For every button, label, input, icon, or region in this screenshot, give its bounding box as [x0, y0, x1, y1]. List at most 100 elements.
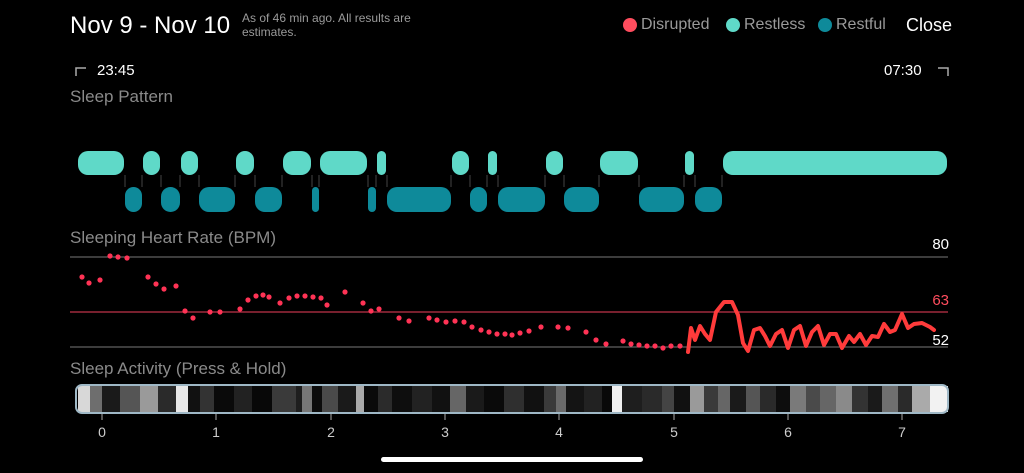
activity-strip [120, 386, 140, 412]
hr-dot [593, 337, 599, 343]
activity-bar-frame[interactable] [75, 384, 949, 414]
activity-strip [312, 386, 322, 412]
hr-dot [668, 343, 674, 349]
hr-dot [294, 293, 300, 299]
x-tick-label: 0 [98, 424, 106, 440]
hr-dot [217, 309, 223, 315]
hr-dot [161, 286, 167, 292]
legend-disrupted: Disrupted [623, 16, 709, 34]
activity-strip [140, 386, 158, 412]
activity-strip [776, 386, 790, 412]
activity-strip [662, 386, 674, 412]
activity-strip [322, 386, 338, 412]
start-time: 23:45 [97, 62, 135, 79]
activity-strip [642, 386, 662, 412]
activity-strip [524, 386, 544, 412]
restless-segment [546, 151, 563, 175]
restless-segment [723, 151, 947, 175]
hr-dot [124, 255, 130, 261]
hr-dot [79, 274, 85, 280]
activity-strip [930, 386, 948, 412]
hr-dot [406, 318, 412, 324]
disrupted-color-dot [623, 18, 637, 32]
activity-strip [450, 386, 466, 412]
hr-dot [620, 338, 626, 344]
hr-dot [636, 342, 642, 348]
activity-strip [760, 386, 776, 412]
hr-dot [368, 308, 374, 314]
restful-segment [255, 187, 282, 212]
hr-dot [426, 315, 432, 321]
activity-strip [566, 386, 584, 412]
activity-strip [556, 386, 566, 412]
restless-segment [236, 151, 254, 175]
hr-dot [565, 325, 571, 331]
hr-dot [173, 283, 179, 289]
activity-strip [690, 386, 704, 412]
end-bracket-icon [938, 67, 949, 76]
activity-strip [412, 386, 432, 412]
restless-segment [685, 151, 694, 175]
x-tick-label: 4 [555, 424, 563, 440]
activity-strip [898, 386, 912, 412]
activity-strip [356, 386, 364, 412]
activity-strip [432, 386, 450, 412]
x-tick-label: 6 [784, 424, 792, 440]
hr-dot [652, 343, 658, 349]
x-axis: 0 1 2 3 4 5 6 7 [98, 414, 906, 440]
hr-dot [517, 330, 523, 336]
activity-strip [504, 386, 524, 412]
hr-dot [324, 302, 330, 308]
close-button[interactable]: Close [906, 15, 953, 35]
hr-dot [266, 294, 272, 300]
activity-strip [704, 386, 718, 412]
hr-dot [97, 277, 103, 283]
restful-segment [387, 187, 451, 212]
activity-strip [364, 386, 378, 412]
activity-strips[interactable] [78, 386, 948, 412]
activity-strip [912, 386, 930, 412]
hr-dot [583, 329, 589, 335]
hr-dot [153, 281, 159, 287]
hr-dot [260, 292, 266, 298]
activity-strip [296, 386, 302, 412]
hr-dot [360, 300, 366, 306]
end-time: 07:30 [884, 62, 922, 79]
activity-strip [378, 386, 392, 412]
activity-strip [806, 386, 820, 412]
activity-strip [200, 386, 214, 412]
hr-dot [486, 329, 492, 335]
hr-dot [603, 341, 609, 347]
hr-dot [115, 254, 121, 260]
legend-label: Restful [836, 16, 886, 33]
home-indicator[interactable] [381, 457, 643, 462]
hr-dot [478, 327, 484, 333]
activity-strip [102, 386, 120, 412]
hr-dot [190, 315, 196, 321]
x-tick-label: 3 [441, 424, 449, 440]
restless-segment [283, 151, 311, 175]
legend-label: Disrupted [641, 16, 710, 33]
activity-strip [544, 386, 556, 412]
activity-strip [392, 386, 412, 412]
activity-strip [302, 386, 312, 412]
sleep-activity-title: Sleep Activity (Press & Hold) [70, 359, 287, 378]
activity-strip [622, 386, 642, 412]
hr-dot [310, 294, 316, 300]
hr-dot [396, 315, 402, 321]
hr-dot [677, 343, 683, 349]
hr-dot [253, 293, 259, 299]
restful-segment [161, 187, 180, 212]
pattern-connectors [124, 175, 723, 187]
x-tick-label: 7 [898, 424, 906, 440]
activity-strip [272, 386, 296, 412]
activity-strip [746, 386, 760, 412]
hr-dot [342, 289, 348, 295]
restful-color-dot [818, 18, 832, 32]
x-tick-label: 1 [212, 424, 220, 440]
restless-segment [181, 151, 198, 175]
activity-strip [234, 386, 252, 412]
hr-dot [245, 297, 251, 303]
restful-segment [199, 187, 235, 212]
